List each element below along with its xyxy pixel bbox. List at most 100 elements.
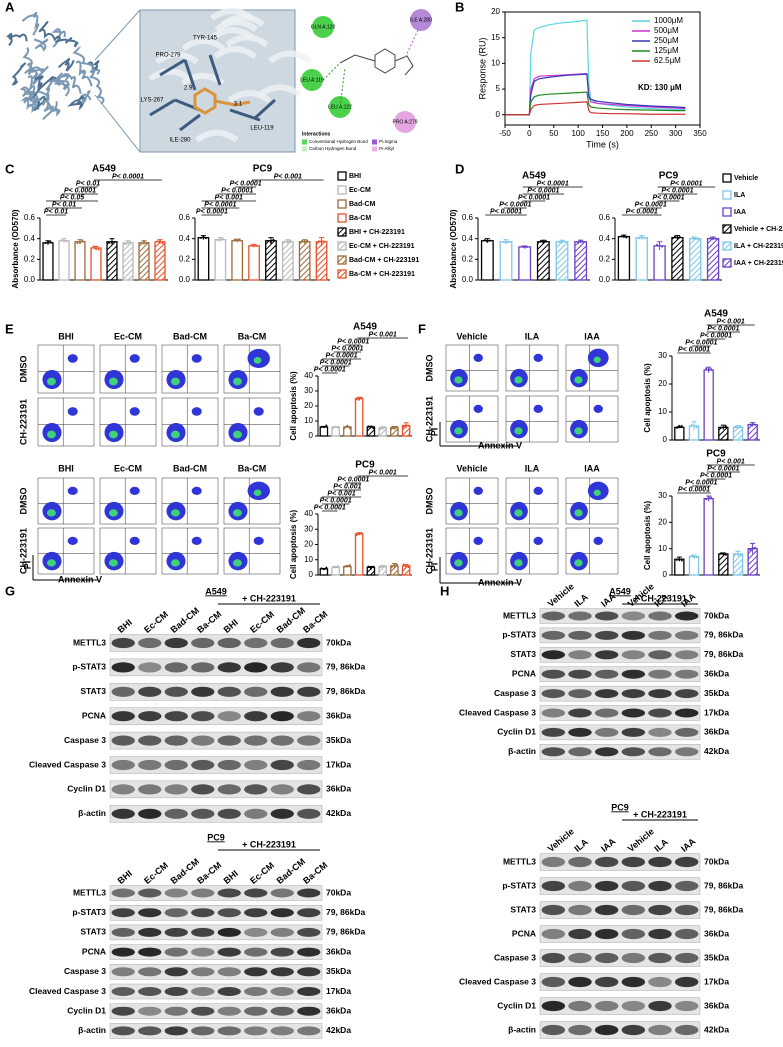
band (594, 880, 619, 892)
blot-strip (109, 924, 323, 941)
band (674, 630, 699, 640)
band (270, 686, 294, 697)
dot (143, 240, 145, 243)
y-tick-label: 0.4 (462, 234, 474, 243)
dot (749, 548, 752, 551)
flow-plot (223, 397, 281, 447)
y-tick-label: 0.4 (179, 234, 191, 243)
column-label: Vehicle (456, 331, 487, 341)
row-label: DMSO (424, 488, 434, 515)
residue-stick (159, 58, 186, 77)
y-tick-label: 40 (304, 371, 313, 380)
band (621, 1000, 646, 1012)
size-label: 36kDa (704, 727, 729, 737)
dot (145, 242, 148, 245)
band (244, 1026, 268, 1036)
band (297, 662, 321, 673)
dot (577, 241, 580, 244)
x-axis-label: Annexin V (478, 440, 522, 450)
legend-swatch (337, 227, 347, 237)
protein-label: PCNA (512, 668, 536, 678)
y-axis-label: Cell apoptosis (%) (643, 363, 652, 433)
size-label: 42kDa (704, 1024, 729, 1034)
blot-strip (109, 756, 323, 774)
cells-core (170, 430, 180, 439)
y-tick-label: 0.6 (599, 213, 611, 222)
y-tick-label: 0 (309, 570, 314, 579)
protein-label: Cyclin D1 (67, 784, 106, 794)
dot (526, 245, 529, 248)
protein-ribbon (20, 96, 37, 114)
residue-label: LEU A:122 (328, 104, 352, 110)
legend-label: Conventional Hydrogen Bond (309, 139, 368, 144)
band (164, 662, 188, 673)
band (648, 856, 672, 868)
size-label: 36kDa (704, 668, 729, 678)
band (674, 727, 699, 737)
residue-label: LYS-267 (141, 98, 165, 104)
cells-core (46, 430, 56, 439)
cells-core (514, 427, 523, 435)
row-label: DMSO (18, 356, 28, 383)
band (594, 669, 619, 679)
band (138, 987, 162, 996)
blot-strip (109, 707, 323, 725)
size-label: 42kDa (704, 746, 729, 756)
dot (722, 426, 725, 429)
band (138, 947, 162, 957)
band (138, 1006, 162, 1016)
band (648, 689, 672, 699)
residue-stick (229, 108, 261, 122)
legend-label: Pi-Sigma (379, 139, 398, 144)
cells-core (108, 559, 118, 567)
y-axis-label: PI (22, 561, 32, 570)
y-tick-label: 20 (658, 379, 667, 388)
band (191, 967, 215, 977)
cells (67, 354, 78, 363)
band (621, 880, 646, 892)
band (568, 880, 592, 892)
bar (689, 238, 702, 281)
dot (301, 239, 304, 242)
band (594, 952, 619, 964)
band (244, 735, 268, 746)
band (648, 727, 672, 737)
band (164, 686, 188, 697)
p-value: P< 0.0001 (652, 195, 684, 202)
cells-core (253, 489, 262, 496)
residue-stick (149, 98, 176, 117)
legend-label: BHI (349, 173, 361, 180)
protein-label: Cleaved Caspase 3 (459, 976, 536, 986)
band (138, 927, 162, 937)
blot-strip (109, 885, 323, 901)
size-label: 70kDa (704, 610, 729, 620)
cells (473, 353, 483, 363)
column-label: Bad-CM (173, 463, 207, 473)
p-value: P< 0.0001 (325, 353, 357, 360)
dot (407, 565, 410, 568)
cells-core (574, 509, 583, 517)
p-value: P< 0.0001 (112, 174, 144, 181)
cells (253, 536, 264, 546)
band (217, 808, 241, 819)
legend-swatch (337, 241, 347, 251)
dot (749, 423, 752, 426)
protein-label: METTL3 (503, 610, 536, 620)
dot (284, 240, 287, 243)
residue-label: 2.9 (184, 86, 193, 92)
dot (678, 558, 681, 561)
annotation: KD: 130 μM (638, 83, 682, 92)
dot (334, 425, 337, 428)
bar (732, 426, 744, 441)
dot (542, 241, 545, 244)
residue-label: TYR-145 (193, 36, 218, 42)
legend-label: Carbon Hydrogen Bond (309, 146, 357, 151)
ribbon (214, 19, 259, 33)
p-value: P< 0.0001 (700, 333, 732, 340)
protein-ribbon (67, 96, 85, 111)
cells-core (593, 489, 601, 496)
dot (49, 240, 52, 243)
dot (337, 565, 340, 568)
dot (384, 565, 387, 568)
dot (661, 245, 664, 248)
